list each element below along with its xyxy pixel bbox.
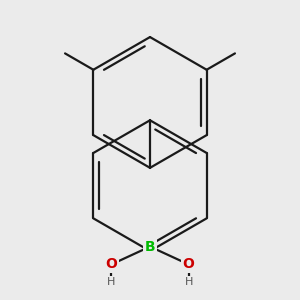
Text: B: B xyxy=(145,240,155,254)
Text: H: H xyxy=(184,277,193,287)
Text: O: O xyxy=(105,257,117,272)
Text: H: H xyxy=(107,277,116,287)
Text: O: O xyxy=(183,257,195,272)
